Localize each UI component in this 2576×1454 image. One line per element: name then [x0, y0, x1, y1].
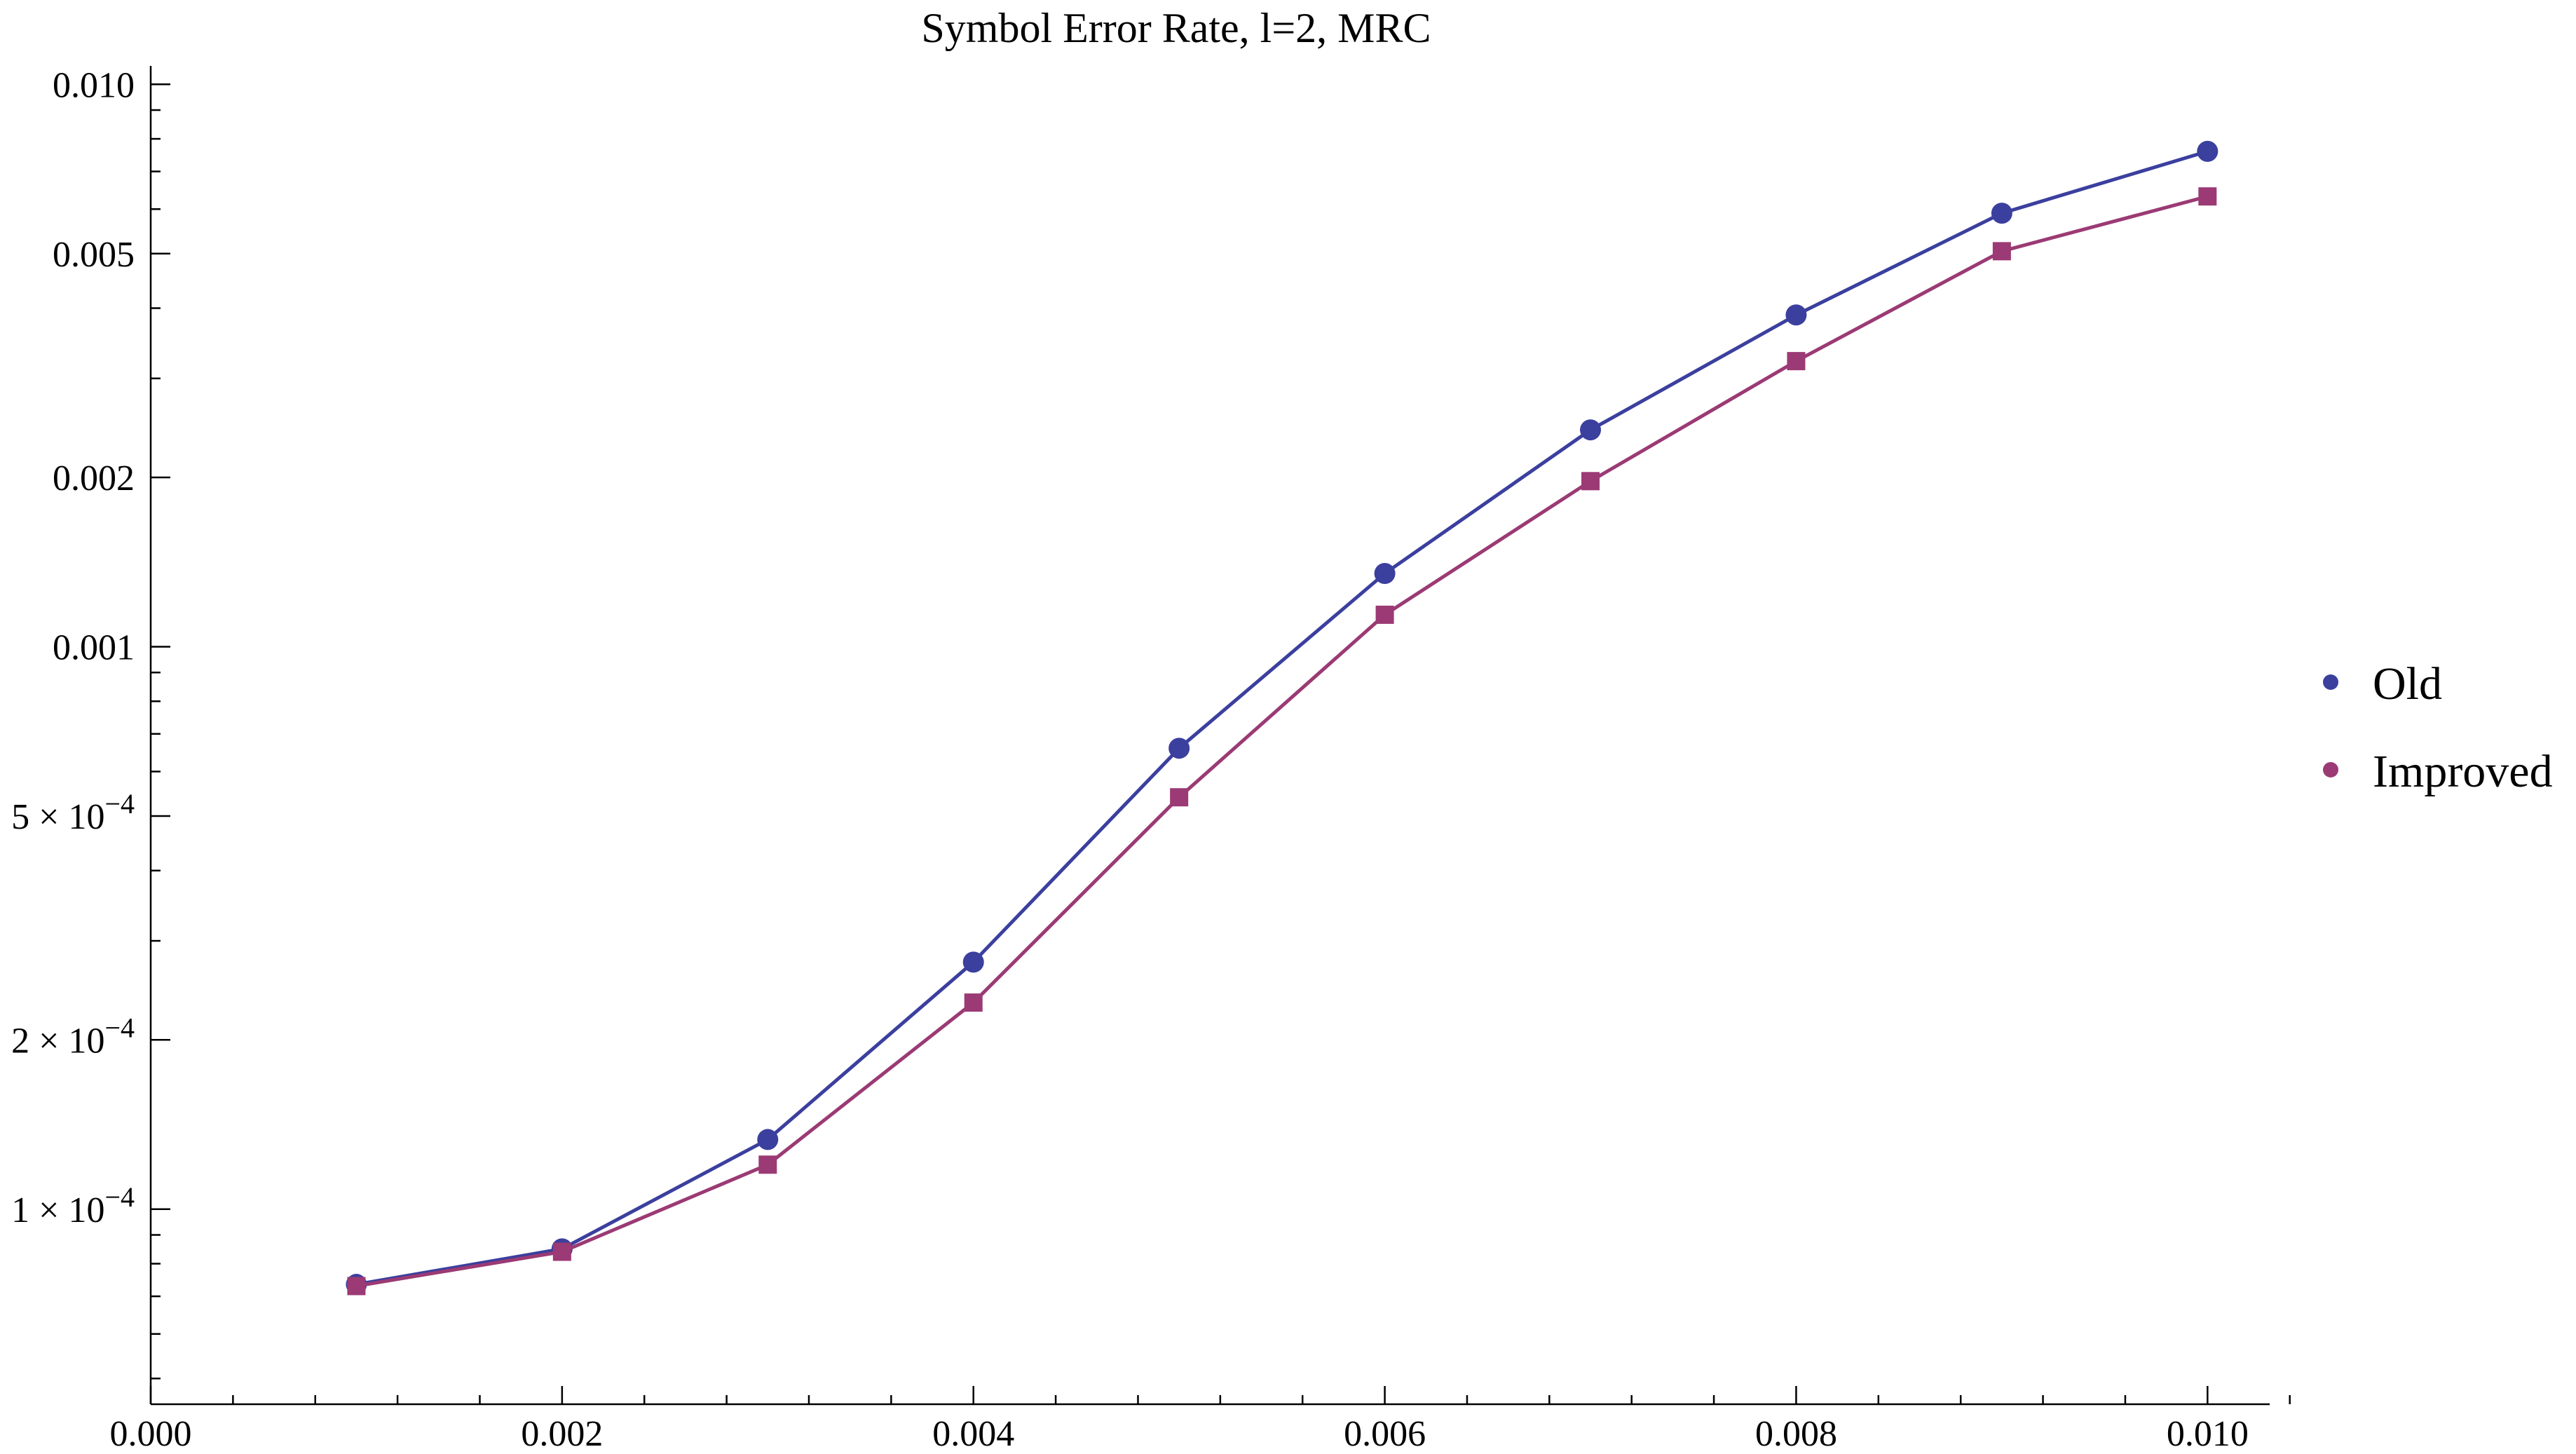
data-point-old — [1580, 419, 1602, 441]
x-tick-label: 0.004 — [932, 1414, 1014, 1454]
legend-marker-old — [2323, 674, 2338, 690]
data-point-improved — [1992, 242, 2011, 261]
data-point-old — [757, 1129, 779, 1150]
chart-title: Symbol Error Rate, l=2, MRC — [921, 5, 1431, 51]
series-improved — [347, 187, 2217, 1296]
data-point-old — [2197, 140, 2219, 162]
y-tick-label: 2 × 10−4 — [11, 1012, 135, 1061]
data-point-improved — [1170, 788, 1189, 807]
data-point-improved — [1581, 472, 1600, 491]
legend-label-improved: Improved — [2373, 746, 2553, 797]
axes: 0.000 0.002 0.004 0.006 0.008 0.010 0.010 0.005… — [11, 65, 2291, 1454]
data-point-improved — [758, 1155, 777, 1174]
series-layer — [346, 140, 2219, 1296]
y-tick-label: 0.005 — [53, 235, 135, 275]
data-point-improved — [964, 993, 983, 1012]
data-point-improved — [347, 1277, 366, 1296]
y-tick-exponent: −4 — [104, 788, 135, 820]
y-tick-times: × — [39, 1021, 68, 1061]
legend-item-improved: Improved — [2323, 746, 2553, 797]
series-line-old — [355, 149, 2209, 1286]
y-tick-mantissa: 5 — [11, 797, 39, 837]
x-tick-label: 0.006 — [1344, 1414, 1426, 1454]
legend-item-old: Old — [2323, 658, 2442, 709]
y-tick-exponent: −4 — [104, 1012, 135, 1043]
y-tick-label: 1 × 10−4 — [11, 1181, 135, 1230]
y-tick-label: 0.002 — [53, 458, 135, 498]
y-tick-mantissa: 2 — [11, 1021, 39, 1061]
y-tick-times: × — [39, 797, 68, 837]
y-tick-label: 0.010 — [53, 65, 135, 105]
series-old — [346, 140, 2219, 1296]
y-tick-base: 10 — [68, 797, 104, 837]
data-point-old — [1991, 203, 2012, 224]
y-tick-mantissa: 1 — [11, 1190, 39, 1230]
x-tick-label: 0.000 — [110, 1414, 192, 1454]
y-tick-base: 10 — [68, 1190, 104, 1230]
y-tick-exponent: −4 — [104, 1181, 135, 1213]
x-tick-label: 0.002 — [521, 1414, 603, 1454]
y-tick-base: 10 — [68, 1021, 104, 1061]
data-point-improved — [1375, 605, 1394, 624]
legend-label-old: Old — [2373, 658, 2442, 709]
y-tick-times: × — [39, 1190, 68, 1230]
legend: Old Improved — [2323, 658, 2553, 797]
legend-marker-improved — [2323, 762, 2338, 777]
data-point-improved — [552, 1242, 571, 1261]
data-point-old — [1374, 562, 1396, 584]
data-point-improved — [2198, 187, 2217, 206]
y-tick-label: 0.001 — [53, 628, 135, 668]
data-point-old — [1785, 304, 1807, 326]
x-tick-label: 0.010 — [2167, 1414, 2249, 1454]
data-point-old — [962, 951, 984, 973]
x-tick-label: 0.008 — [1755, 1414, 1837, 1454]
series-line-improved — [355, 194, 2208, 1288]
y-tick-label: 5 × 10−4 — [11, 788, 135, 837]
data-point-old — [1168, 738, 1190, 759]
data-point-improved — [1787, 352, 1806, 371]
